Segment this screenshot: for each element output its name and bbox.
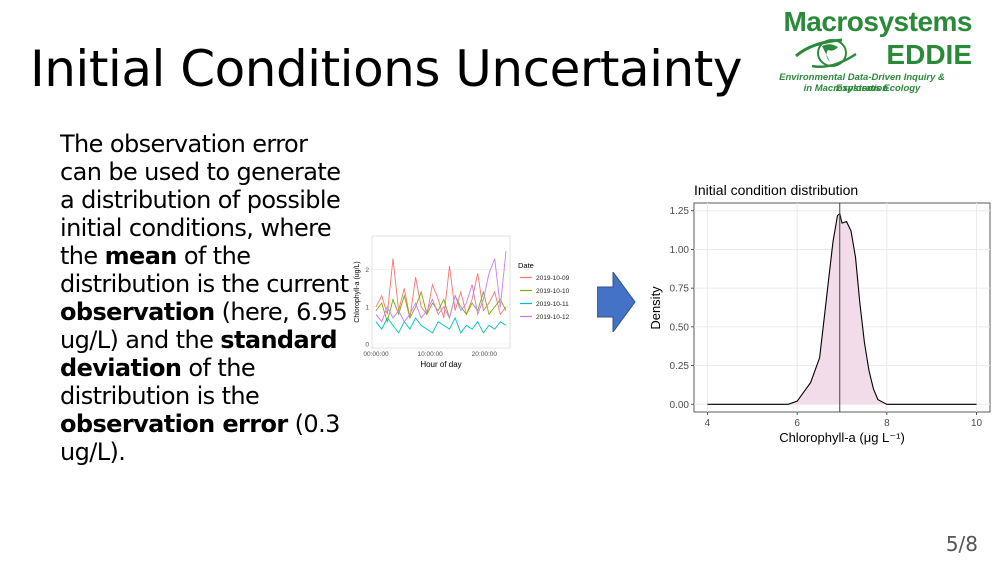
ts-legend-title: Date — [518, 261, 534, 270]
body-paragraph: The observation error can be used to gen… — [60, 130, 350, 466]
logo-line1: Macrosystems — [783, 6, 972, 37]
logo-subtitle-2: in Macrosystems Ecology — [803, 83, 921, 94]
ts-legend-label: 2019-10-10 — [536, 288, 570, 295]
density-y-tick-label: 0.50 — [670, 322, 690, 333]
macrosystems-eddie-logo: Macrosystems EDDIE Environmental Data-Dr… — [752, 6, 974, 96]
page-number: 5/8 — [945, 532, 978, 556]
body-text-3: (here, 6.95 ug/L) and the — [60, 298, 348, 354]
density-area — [707, 213, 977, 405]
density-y-tick-label: 1.25 — [670, 206, 690, 217]
body-text-5: (0.3 ug/L). — [60, 410, 340, 466]
ts-y-tick-label: 0 — [365, 342, 369, 349]
ts-series-line — [375, 316, 507, 334]
body-bold-mean: mean — [104, 242, 178, 270]
chlorophyll-timeseries-chart: 0 1 2 00:00:00 10:00:00 20:00:00 Hour of day… — [354, 235, 570, 369]
logo-subtitle-1: Environmental Data-Driven Inquiry & Expl… — [779, 72, 945, 94]
density-title: Initial condition distribution — [694, 182, 858, 198]
body-text-4: of the distribution is the — [60, 354, 260, 410]
body-text-1: The observation error can be used to gen… — [60, 130, 341, 270]
density-x-tick-label: 10 — [971, 418, 983, 429]
ts-legend-label: 2019-10-09 — [536, 275, 570, 282]
ts-y-tick-label: 2 — [365, 267, 369, 274]
density-y-tick-label: 0.75 — [670, 284, 690, 295]
density-y-tick-label: 0.00 — [670, 400, 690, 411]
globe-icon — [795, 38, 857, 68]
ts-legend-label: 2019-10-11 — [536, 301, 569, 308]
logo-line2: EDDIE — [886, 39, 972, 70]
ts-xlabel: Hour of day — [420, 360, 461, 369]
density-x-tick-label: 4 — [705, 418, 711, 429]
body-bold-observation-error: observation error — [60, 410, 288, 438]
body-bold-observation: observation — [60, 298, 215, 326]
right-arrow-icon — [597, 272, 636, 332]
density-y-tick-label: 0.25 — [670, 361, 690, 372]
density-ylabel: Density — [648, 286, 663, 330]
ts-legend-label: 2019-10-12 — [536, 314, 570, 321]
ts-ylabel: Chlorophyll-a (ug/L) — [354, 261, 361, 322]
density-x-tick-label: 6 — [794, 418, 800, 429]
ts-x-tick-label: 00:00:00 — [363, 351, 389, 358]
slide-title: Initial Conditions Uncertainty — [30, 40, 742, 98]
ts-x-tick-label: 20:00:00 — [472, 351, 498, 358]
density-y-tick-label: 1.00 — [670, 245, 690, 256]
ts-series-line — [375, 251, 507, 323]
density-xlabel: Chlorophyll-a (μg L⁻¹) — [779, 430, 905, 445]
body-bold-standard-deviation: standard deviation — [60, 326, 338, 382]
initial-condition-density-chart: Initial condition distribution 0.00 0.25 0… — [648, 182, 991, 445]
density-x-tick-label: 8 — [884, 418, 890, 429]
ts-y-tick-label: 1 — [365, 304, 369, 311]
body-text-2: of the distribution is the current — [60, 242, 349, 298]
ts-x-tick-label: 10:00:00 — [418, 351, 444, 358]
ts-series-line — [375, 258, 507, 319]
